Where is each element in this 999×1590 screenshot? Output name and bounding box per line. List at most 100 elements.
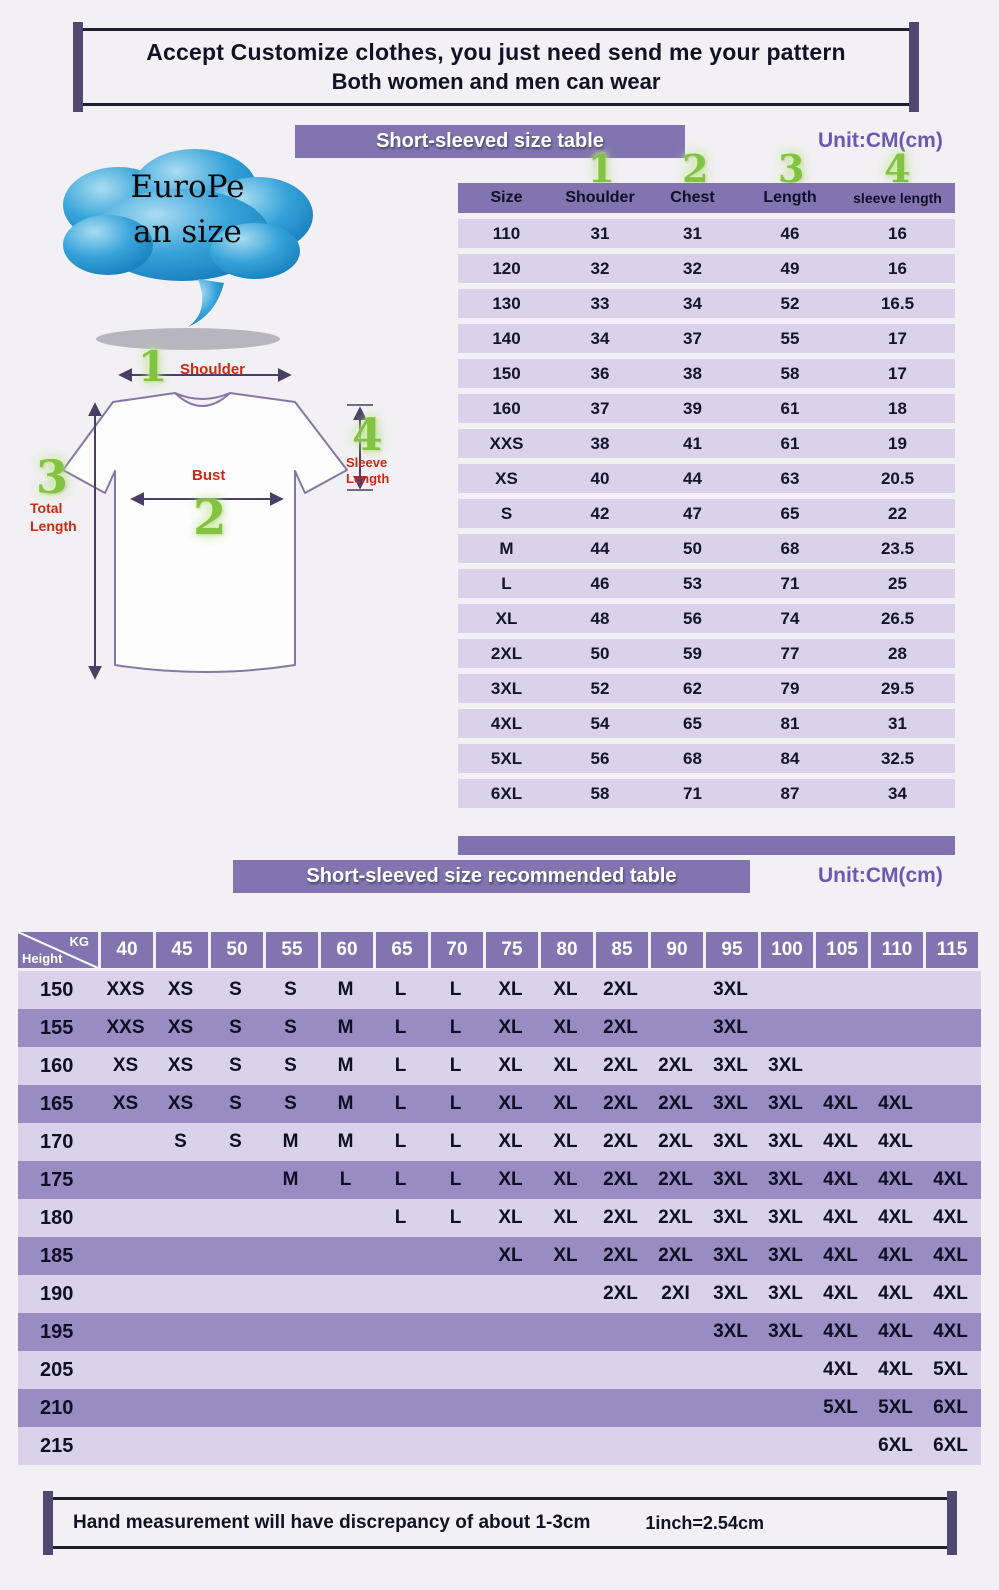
size-table-cell: 34 [888,783,907,803]
sleeve-length-label: Sleeve Length [346,455,390,487]
size-table-cell: S [500,503,513,523]
size-table-cell: 61 [780,433,800,453]
size-table-row: XS 40 44 63 20.5 [458,464,955,493]
section2-banner: Short-sleeved size recommended table [233,860,750,893]
size-table-cell: 5XL [490,748,523,768]
recommend-cell: 2XL [658,1207,693,1228]
size-table-cell: 74 [780,608,800,628]
size-table-cell: 71 [780,573,800,593]
footer-right-bar [947,1491,957,1555]
weight-header-cell: 45 [156,932,208,968]
recommend-cell: S [229,1131,242,1152]
size-table-cell: 65 [780,503,800,523]
size-table-cell: 4XL [490,713,523,733]
recommend-cell: S [284,1093,297,1114]
recommend-cell: 3XL [713,1169,748,1190]
diagonal-line-graphic [18,932,98,968]
size-table-cell: XS [495,468,518,488]
size-table-header-cell: Shoulder [565,189,635,206]
recommend-cell: XL [553,1093,578,1114]
recommend-cell: 4XL [933,1321,968,1342]
size-table-cell: 68 [683,748,702,768]
recommend-cell: S [229,1093,242,1114]
weight-header-cell: 55 [266,932,318,968]
size-table-cell: 38 [590,433,610,453]
recommend-cell: M [282,1131,299,1152]
recommend-cell: XL [553,1131,578,1152]
recommend-cell: 4XL [823,1131,858,1152]
size-table-cell: 48 [590,608,610,628]
size-table-cell: 50 [590,643,610,663]
recommend-cell: 4XL [878,1283,913,1304]
recommend-cell: 3XL [713,1321,748,1342]
recommend-cell: XL [553,1017,578,1038]
size-table-row: 130 33 34 52 16.5 [458,289,955,318]
size-table-cell: 42 [590,503,610,523]
size-table-cell: 46 [780,223,800,243]
recommend-cell: L [394,1093,407,1114]
size-table-row: XL 48 56 74 26.5 [458,604,955,633]
weight-header-cell: 95 [706,932,758,968]
weight-header-cell: 105 [816,932,868,968]
recommend-cell: 2XL [658,1169,693,1190]
size-table-cell: 31 [590,223,610,243]
size-table-row: 2XL 50 59 77 28 [458,639,955,668]
recommend-row: 170 S S M M L L XL XL 2XL 2XL 3XL 3XL 4XL 4XL [18,1123,981,1161]
measure-number-sleeve: 4 [352,410,383,461]
size-table-cell: 65 [683,713,702,733]
recommend-table-body: 150 XXS XS S S M L L XL XL 2XL 3XL 155 XXS XS S S M L L XL XL… [18,971,981,1465]
kg-corner-label: KG [69,934,90,949]
recommend-cell: S [174,1131,187,1152]
size-table-cell: 79 [780,678,800,698]
recommend-cell: 2XL [603,1169,638,1190]
recommend-cell: XL [498,1093,523,1114]
shoulder-label: Shoulder [180,361,246,378]
recommend-cell: XL [553,1245,578,1266]
footer-left-bar [43,1491,53,1555]
size-table-cell: 29.5 [880,678,915,698]
recommend-cell: L [394,1131,407,1152]
section1-unit-label: Unit:CM(cm) [818,129,943,152]
recommend-cell: 4XL [823,1283,858,1304]
size-table-row: S 42 47 65 22 [458,499,955,528]
recommend-table: KG Height 40 45 50 55 60 65 70 75 80 85 90 95 100 105… [18,932,981,1465]
size-table-row: 4XL 54 65 81 31 [458,709,955,738]
size-table-cell: 110 [492,223,521,243]
height-label: 190 [40,1282,74,1305]
recommend-row: 165 XS XS S S M L L XL XL 2XL 2XL 3XL 3XL 4XL 4XL [18,1085,981,1123]
size-table-cell: 31 [888,713,907,733]
recommend-cell: 4XL [878,1131,913,1152]
size-table-cell: XL [495,608,518,628]
size-table-header-cell: Size [490,189,523,206]
weight-header-cell: 70 [431,932,483,968]
size-table-cell: 17 [888,363,907,383]
recommend-cell: 4XL [823,1169,858,1190]
recommend-cell: XL [553,1169,578,1190]
size-table-cell: 120 [492,258,521,278]
measure-number-total-length: 3 [36,450,69,504]
measure-number-shoulder: 1 [138,342,168,391]
footer-box: Hand measurement will have discrepancy o… [43,1491,957,1555]
title-box: Accept Customize clothes, you just need … [73,22,919,112]
size-table-cell: 46 [590,573,610,593]
weight-header-cell: 85 [596,932,648,968]
recommend-cell: 2XL [658,1093,693,1114]
recommend-cell: 3XL [713,1131,748,1152]
size-table-cell: 17 [888,328,907,348]
height-label: 180 [40,1206,74,1229]
height-label: 155 [40,1016,74,1039]
size-table-cell: 2XL [490,643,523,663]
recommend-cell: L [394,1169,407,1190]
size-table-row: XXS 38 41 61 19 [458,429,955,458]
size-table-cell: 16 [888,223,907,243]
recommend-cell: M [337,1093,354,1114]
recommend-cell: 2XI [661,1283,690,1304]
recommend-cell: XL [553,1055,578,1076]
recommend-cell: 3XL [768,1283,803,1304]
recommend-cell: 3XL [768,1093,803,1114]
recommend-cell: 3XL [768,1321,803,1342]
size-table-cell: 19 [888,433,907,453]
recommend-cell: 3XL [713,1283,748,1304]
recommend-row: 150 XXS XS S S M L L XL XL 2XL 3XL [18,971,981,1009]
recommend-row: 175 M L L L XL XL 2XL 2XL 3XL 3XL 4XL 4XL 4XL [18,1161,981,1199]
